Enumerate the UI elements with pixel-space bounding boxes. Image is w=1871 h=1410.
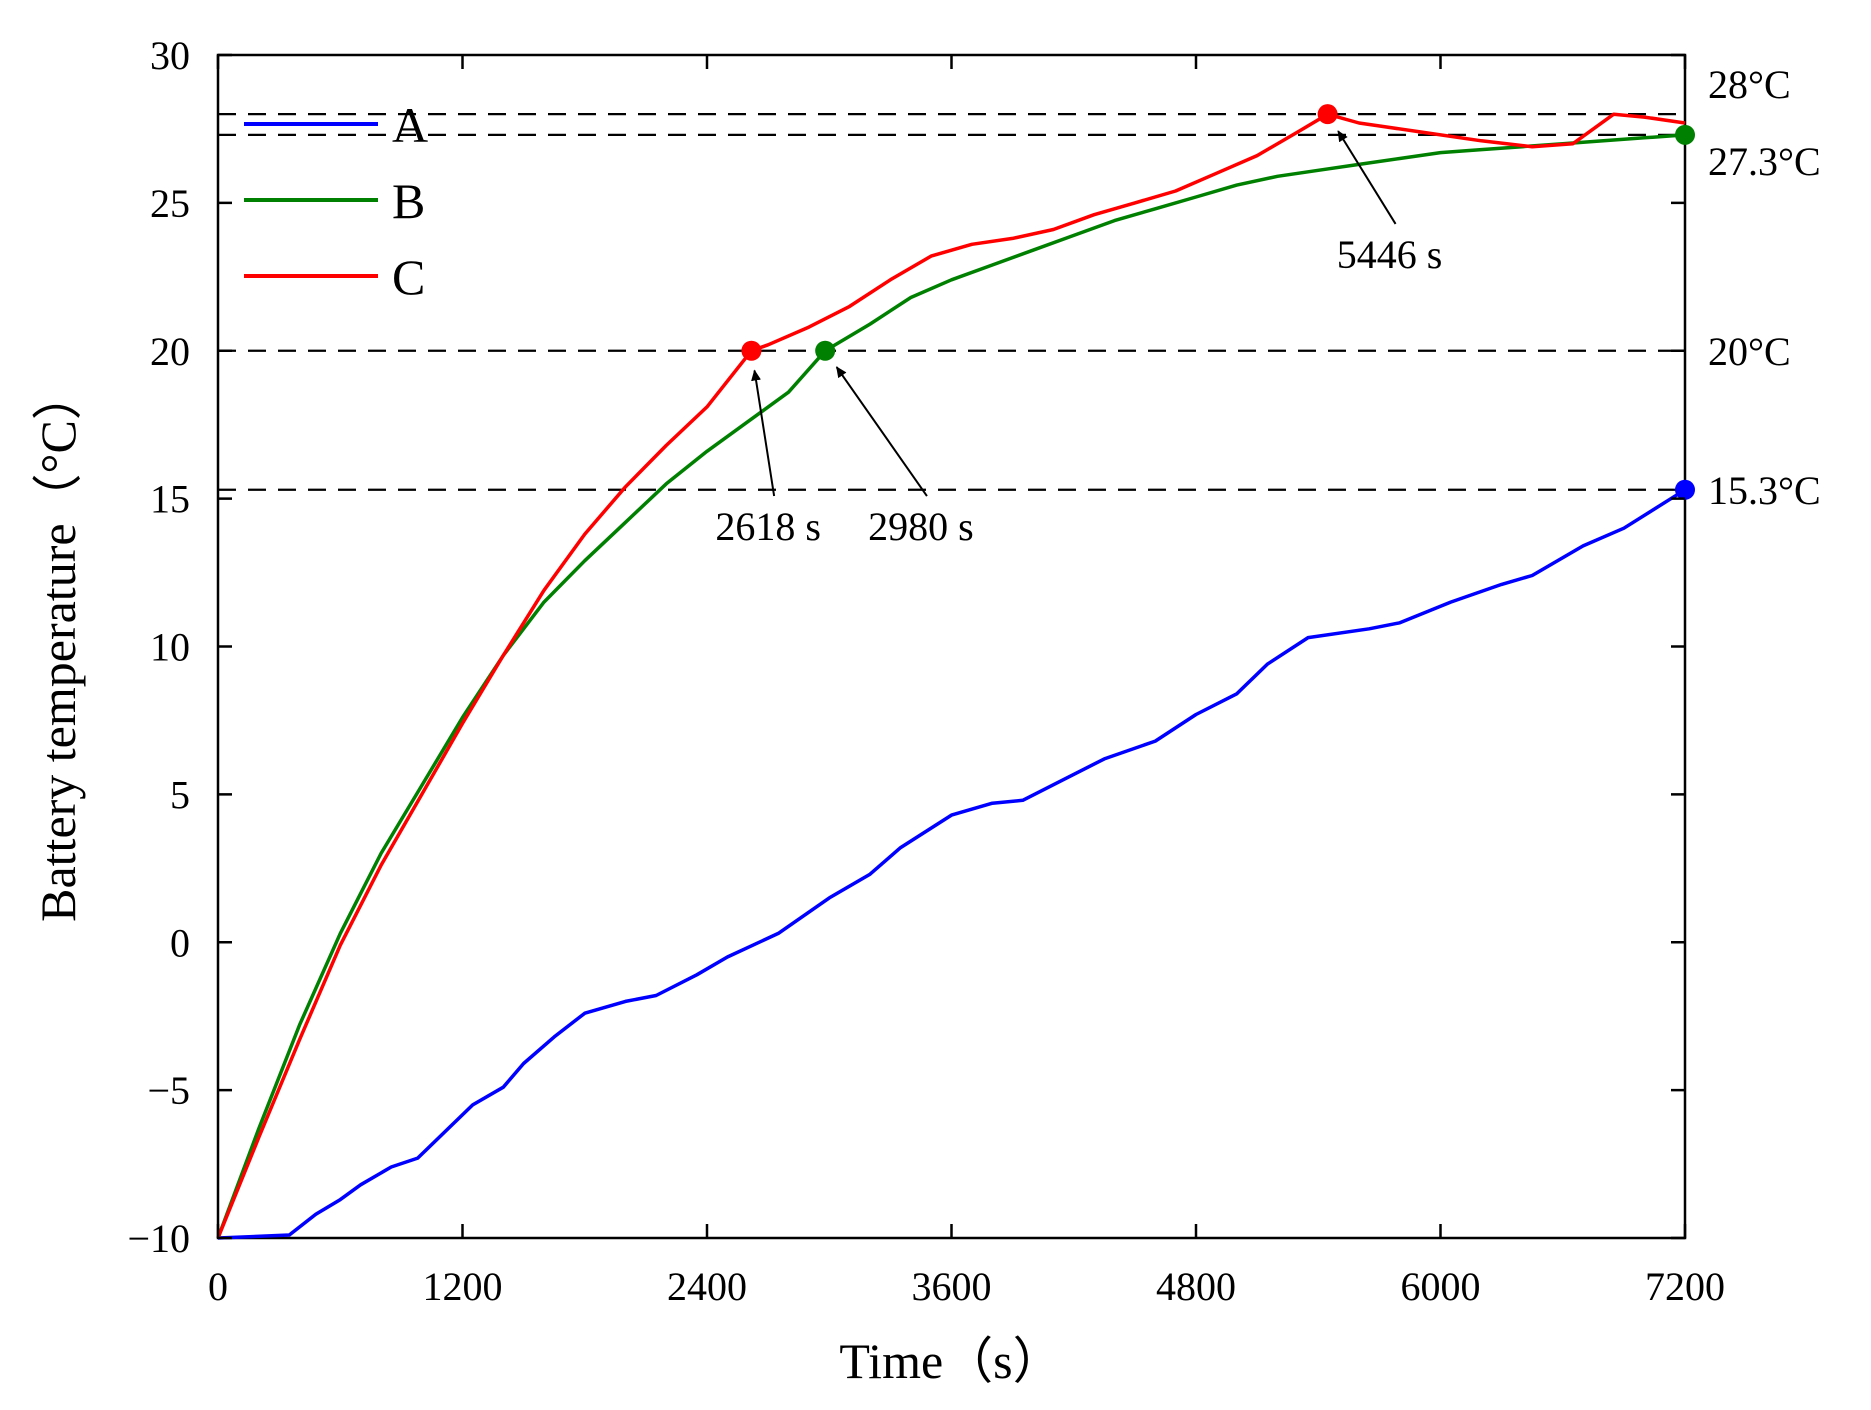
reference-label-1: 27.3°C: [1708, 139, 1821, 184]
marker-C-2: [1317, 104, 1338, 125]
x-axis-title: Time（s）: [839, 1333, 1062, 1389]
y-tick-label-1: −5: [147, 1068, 190, 1113]
annotation-arrow-2: [1337, 130, 1397, 225]
x-tick-label-1: 1200: [423, 1264, 503, 1309]
marker-B-1: [815, 340, 836, 361]
reference-label-3: 15.3°C: [1708, 468, 1821, 513]
annotations: 2618 s 2980 s 5446 s: [715, 130, 1443, 549]
reference-label-0: 28°C: [1708, 62, 1791, 107]
marker-A-4: [1675, 479, 1695, 500]
x-tick-label-6: 7200: [1645, 1264, 1725, 1309]
annotation-label-2: 5446 s: [1337, 232, 1443, 277]
plot-frame: [216, 53, 1687, 1240]
marker-B-3: [1675, 124, 1695, 145]
legend-label-C: C: [392, 249, 425, 305]
x-axis: 0 1200 2400 3600 4800 6000 7200: [208, 55, 1725, 1309]
series-line-A: [217, 488, 1686, 1240]
x-tick-label-3: 3600: [912, 1264, 992, 1309]
annotation-arrow-0: [751, 369, 776, 497]
annotation-arrow-1: [835, 366, 928, 497]
y-tick-label-4: 10: [150, 625, 190, 670]
y-tick-label-3: 5: [170, 772, 190, 817]
point-markers: [741, 104, 1695, 500]
annotation-label-1: 2980 s: [868, 504, 974, 549]
reference-label-2: 20°C: [1708, 329, 1791, 374]
marker-C-0: [741, 340, 762, 361]
legend: ABC: [244, 97, 428, 305]
y-tick-label-7: 25: [150, 181, 190, 226]
legend-label-B: B: [392, 173, 425, 229]
x-tick-label-2: 2400: [667, 1264, 747, 1309]
annotation-label-0: 2618 s: [715, 504, 821, 549]
series-line-C: [216, 112, 1686, 1239]
x-tick-label-0: 0: [208, 1264, 228, 1309]
y-tick-label-6: 20: [150, 329, 190, 374]
x-tick-label-4: 4800: [1156, 1264, 1236, 1309]
y-axis-title: Battery temperature（°C）: [30, 370, 86, 922]
series-line-B: [216, 133, 1686, 1239]
y-tick-label-5: 15: [150, 477, 190, 522]
series-lines: [216, 112, 1686, 1240]
legend-label-A: A: [392, 97, 428, 153]
y-axis: −10 −5 0 5 10 15 20 25 30: [127, 33, 1685, 1261]
y-tick-label-2: 0: [170, 920, 190, 965]
reference-lines: 28°C 27.3°C 20°C 15.3°C: [218, 62, 1821, 513]
y-tick-label-0: −10: [127, 1216, 190, 1261]
y-tick-label-8: 30: [150, 33, 190, 78]
x-tick-label-5: 6000: [1401, 1264, 1481, 1309]
